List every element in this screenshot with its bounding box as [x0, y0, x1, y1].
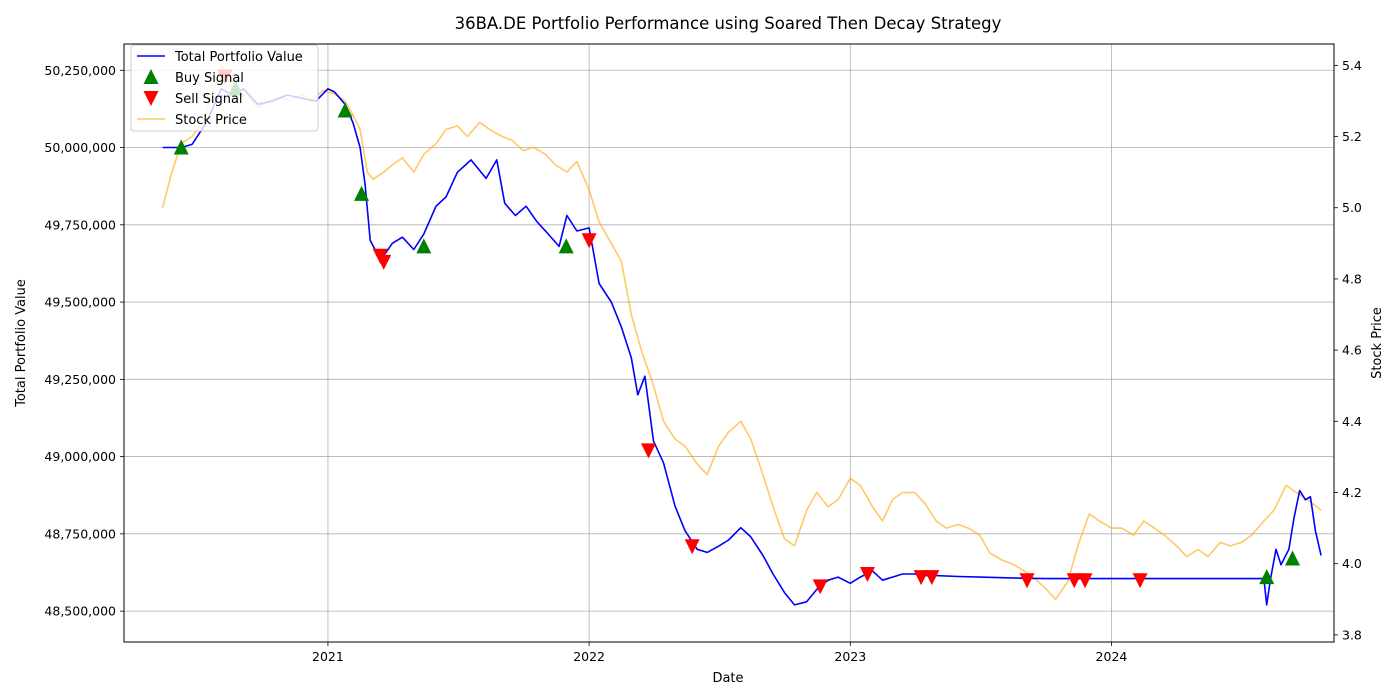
y2-tick-label: 4.2 [1342, 485, 1362, 500]
buy-signal-marker [173, 139, 189, 155]
legend-label-sell: Sell Signal [175, 92, 243, 107]
y-tick-label: 50,000,000 [44, 140, 116, 155]
y-tick-label: 50,250,000 [44, 63, 116, 78]
y-axis-label: Total Portfolio Value [14, 279, 29, 408]
legend-label-stock: Stock Price [175, 113, 247, 128]
y2-tick-label: 4.0 [1342, 556, 1362, 571]
buy-signal-marker [337, 102, 353, 118]
y-axis-left: 48,500,000 48,750,000 49,000,000 49,250,000… [44, 63, 124, 619]
grid [124, 44, 1334, 642]
portfolio-value-line [162, 88, 1322, 606]
plot-frame [123, 43, 1335, 643]
sell-signal-marker [859, 567, 875, 583]
y2-tick-label: 3.8 [1342, 627, 1362, 642]
y2-tick-label: 4.6 [1342, 343, 1362, 358]
sell-signal-marker [641, 443, 657, 459]
legend-label-buy: Buy Signal [175, 71, 244, 86]
buy-signal-marker [558, 238, 574, 254]
stock-price-line [161, 64, 1322, 601]
sell-signal-marker [1066, 573, 1082, 589]
signal-markers [173, 69, 1300, 595]
sell-signal-marker [581, 233, 597, 249]
legend-swatch-buy [143, 69, 159, 84]
y-axis-right: 3.8 4.0 4.2 4.4 4.6 4.8 5.0 5.2 5.4 [1334, 58, 1362, 642]
x-axis-label: Date [712, 671, 743, 686]
x-axis: 2021 2022 2023 2024 [312, 642, 1127, 664]
y2-axis-label: Stock Price [1370, 307, 1385, 379]
y-tick-label: 49,500,000 [44, 295, 116, 310]
y2-tick-label: 4.8 [1342, 271, 1362, 286]
y2-tick-label: 5.4 [1342, 58, 1362, 73]
buy-signal-marker [354, 185, 370, 201]
buy-signal-marker [416, 238, 432, 254]
x-tick-label: 2023 [834, 649, 866, 664]
y2-tick-label: 5.2 [1342, 129, 1362, 144]
x-tick-label: 2022 [573, 649, 605, 664]
legend: Total Portfolio Value Buy Signal Sell Si… [130, 44, 319, 132]
y-tick-label: 48,750,000 [44, 526, 116, 541]
sell-signal-marker [812, 579, 828, 595]
x-tick-label: 2021 [312, 649, 344, 664]
legend-box [130, 44, 319, 132]
sell-signal-marker [913, 570, 929, 586]
sell-signal-marker [1077, 573, 1093, 589]
y-tick-label: 49,000,000 [44, 449, 116, 464]
y2-tick-label: 4.4 [1342, 414, 1362, 429]
buy-signal-marker [1284, 550, 1300, 566]
chart-title: 36BA.DE Portfolio Performance using Soar… [455, 14, 1002, 33]
portfolio-value-layer [162, 88, 1322, 606]
sell-signal-marker [376, 254, 392, 270]
buy-signal-marker [1259, 569, 1275, 585]
stock-price-layer [161, 64, 1322, 601]
legend-label-portfolio: Total Portfolio Value [174, 50, 303, 65]
sell-signal-marker [1019, 573, 1035, 589]
sell-signal-marker [924, 570, 940, 586]
x-tick-label: 2024 [1096, 649, 1128, 664]
y2-tick-label: 5.0 [1342, 200, 1362, 215]
sell-signal-marker [684, 539, 700, 555]
y-tick-label: 49,750,000 [44, 217, 116, 232]
y-tick-label: 49,250,000 [44, 372, 116, 387]
legend-swatch-sell [143, 91, 159, 106]
y-tick-label: 48,500,000 [44, 604, 116, 619]
sell-signal-marker [1132, 573, 1148, 589]
